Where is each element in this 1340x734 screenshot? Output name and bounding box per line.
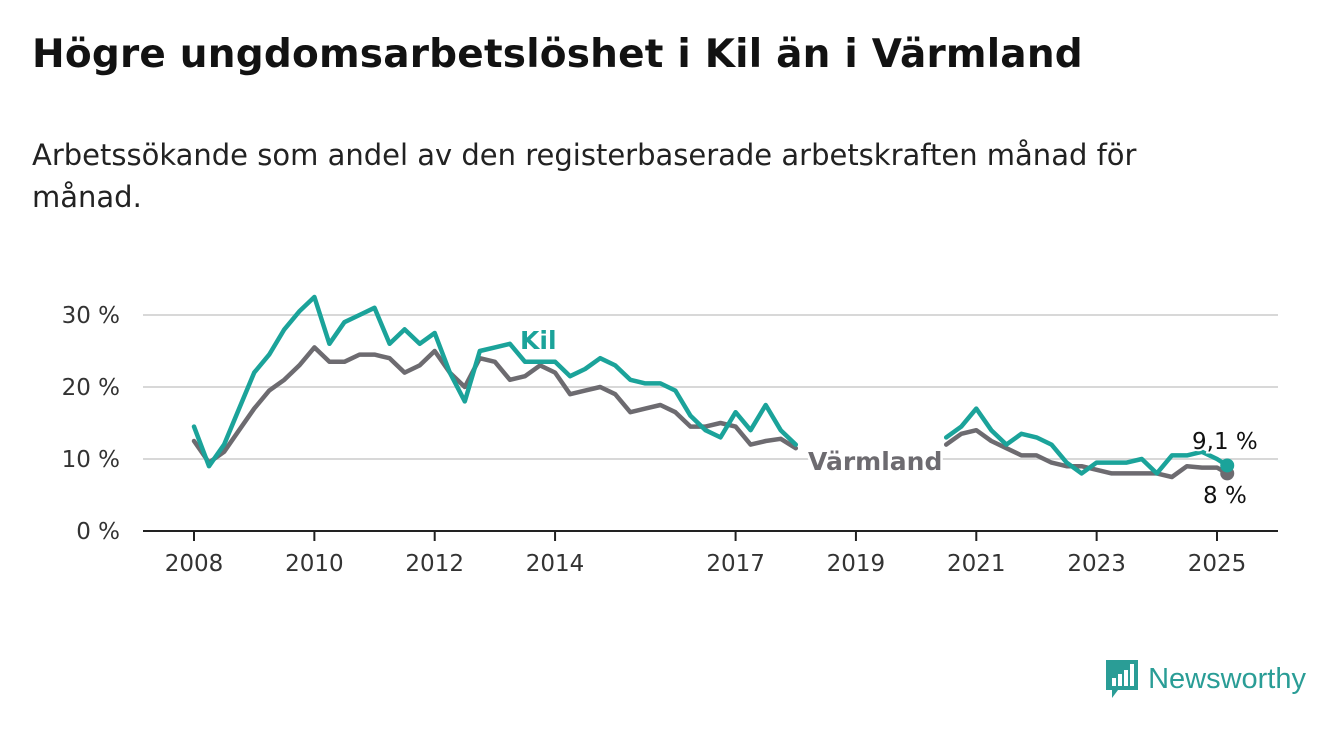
series-label-kil: Kil [520,326,557,355]
grid-lines [143,314,1278,532]
end-value-label-varmland: 8 % [1203,483,1247,509]
series-line-kil-0 [191,294,799,469]
x-tick-label: 2014 [526,551,585,577]
series-line-vrmland-0 [191,345,799,465]
y-tick-label: 0 % [76,519,120,545]
newsworthy-logo-icon [1106,660,1139,698]
x-tick-label: 2010 [285,551,344,577]
x-tick-label: 2012 [405,551,464,577]
chart-subtitle: Arbetssökande som andel av den registerb… [32,138,1137,214]
x-tick-label: 2023 [1067,551,1126,577]
x-tick-label: 2017 [706,551,765,577]
series-labels: Kil Värmland 9,1 % 8 % [518,324,1260,512]
x-axis: 2008 2010 2012 2014 2017 2019 2021 2023 2025 [165,531,1247,577]
series-line-kil-1 [943,406,1230,476]
y-tick-label: 20 % [62,375,120,401]
end-value-label-kil: 9,1 % [1192,429,1258,455]
x-tick-label: 2019 [827,551,886,577]
x-tick-label: 2025 [1188,551,1247,577]
x-tick-label: 2021 [947,551,1006,577]
y-tick-label: 10 % [62,447,120,473]
y-axis: 0 % 10 % 20 % 30 % [62,303,120,545]
series-label-varmland: Värmland [808,447,942,476]
brand-name: Newsworthy [1148,662,1306,695]
y-tick-label: 30 % [62,303,120,329]
chart-title: Högre ungdomsarbetslöshet i Kil än i Vär… [32,32,1083,77]
end-point-marker [1220,458,1235,473]
line-chart: 0 % 10 % 20 % 30 % 2008 2010 2012 2014 2017 2019… [62,294,1278,577]
x-tick-label: 2008 [165,551,224,577]
brand-logo: Newsworthy [1104,658,1306,700]
series-group [191,294,1235,481]
